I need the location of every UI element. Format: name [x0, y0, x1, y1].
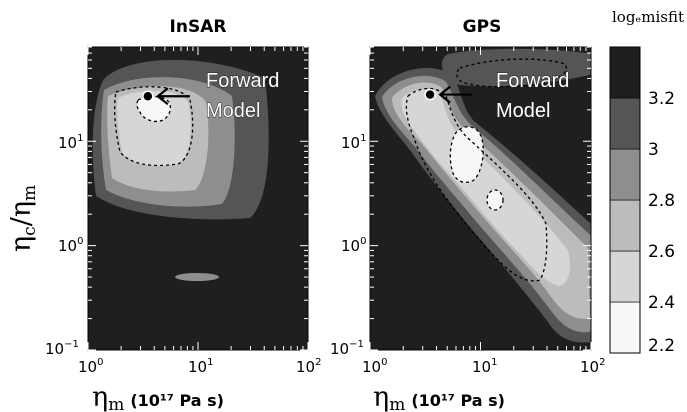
gps-band-2.2-upper	[450, 126, 484, 183]
colorbar-title: logₑmisfit	[612, 8, 684, 26]
gps-band-2.2-lower	[487, 190, 503, 210]
insar-panel-title: InSAR	[170, 17, 227, 37]
colorbar-bands	[609, 46, 641, 354]
gps-forward-model: Forward Model	[424, 70, 570, 122]
colorbar: logₑmisfit 2.2 2.4 2.6 2.8 3 3.2	[609, 8, 684, 356]
insar-contour-dashed-inner	[136, 96, 172, 123]
insar-band-2.2	[136, 96, 171, 122]
colorbar-band	[609, 199, 641, 252]
insar-panel: InSAR Forward Model 10−1 100 101 100 101	[6, 17, 321, 412]
insar-ytick-label-1: 10−1	[45, 339, 79, 358]
gps-xtick-label-3: 102	[580, 357, 605, 376]
gps-forward-model-marker	[424, 88, 436, 101]
colorbar-label: 3.2	[648, 89, 675, 109]
gps-forward-model-arrow	[438, 85, 473, 104]
colorbar-label: 2.4	[648, 293, 675, 313]
insar-contour-field	[88, 47, 308, 350]
insar-small-blob	[175, 273, 219, 281]
insar-forward-model-arrow	[156, 87, 190, 106]
gps-band-2.4	[401, 89, 570, 286]
gps-panel-title: GPS	[463, 17, 502, 37]
insar-ytick-label-2: 100	[58, 236, 83, 255]
gps-panel: GPS Forward Model 10−1 100 101	[330, 17, 605, 412]
insar-forward-model-label-1: Forward	[206, 70, 279, 92]
gps-ytick-label-2: 100	[341, 236, 366, 255]
gps-band-3	[441, 48, 591, 87]
colorbar-band	[609, 148, 641, 201]
colorbar-band	[609, 97, 641, 150]
gps-y-tick-marks	[370, 46, 591, 351]
insar-forward-model: Forward Model	[142, 70, 280, 122]
insar-band-2.4	[117, 90, 191, 166]
insar-ytick-label-3: 101	[58, 133, 83, 152]
gps-contour-field	[370, 47, 591, 350]
insar-y-axis-label: ηc/ηm	[6, 185, 40, 252]
insar-xtick-label-2: 101	[188, 357, 213, 376]
insar-forward-model-label-2: Model	[206, 100, 260, 122]
colorbar-labels: 2.2 2.4 2.6 2.8 3 3.2	[648, 89, 675, 356]
gps-ytick-label-1: 10−1	[330, 339, 364, 358]
gps-xtick-label-2: 101	[472, 357, 497, 376]
insar-forward-model-marker	[142, 90, 154, 102]
insar-y-tick-marks	[88, 46, 308, 351]
insar-x-axis-label: ηm (10¹⁷ Pa s)	[92, 382, 224, 412]
gps-forward-model-label-1: Forward	[496, 70, 569, 92]
gps-contour-dashed-upper-blob	[449, 126, 484, 184]
colorbar-frame	[609, 46, 641, 354]
colorbar-label: 3	[648, 140, 659, 160]
gps-xtick-label-1: 100	[362, 357, 387, 376]
colorbar-label: 2.8	[648, 191, 675, 211]
colorbar-band	[609, 46, 641, 99]
colorbar-label: 2.6	[648, 242, 675, 262]
insar-x-tick-marks	[87, 47, 309, 350]
gps-x-axis-label: ηm (10¹⁷ Pa s)	[373, 382, 505, 412]
gps-contour-dashed-main	[405, 87, 548, 282]
gps-forward-model-label-2: Model	[496, 100, 550, 122]
gps-x-tick-marks	[369, 47, 592, 350]
insar-xtick-label-1: 100	[78, 357, 103, 376]
gps-contour-dashed-lower-blob	[486, 189, 504, 211]
insar-contour-dashed	[113, 86, 194, 167]
gps-ytick-label-3: 101	[341, 133, 366, 152]
colorbar-band	[609, 250, 641, 303]
insar-xtick-label-3: 102	[296, 357, 321, 376]
colorbar-band	[609, 301, 641, 354]
colorbar-label: 2.2	[648, 336, 675, 356]
